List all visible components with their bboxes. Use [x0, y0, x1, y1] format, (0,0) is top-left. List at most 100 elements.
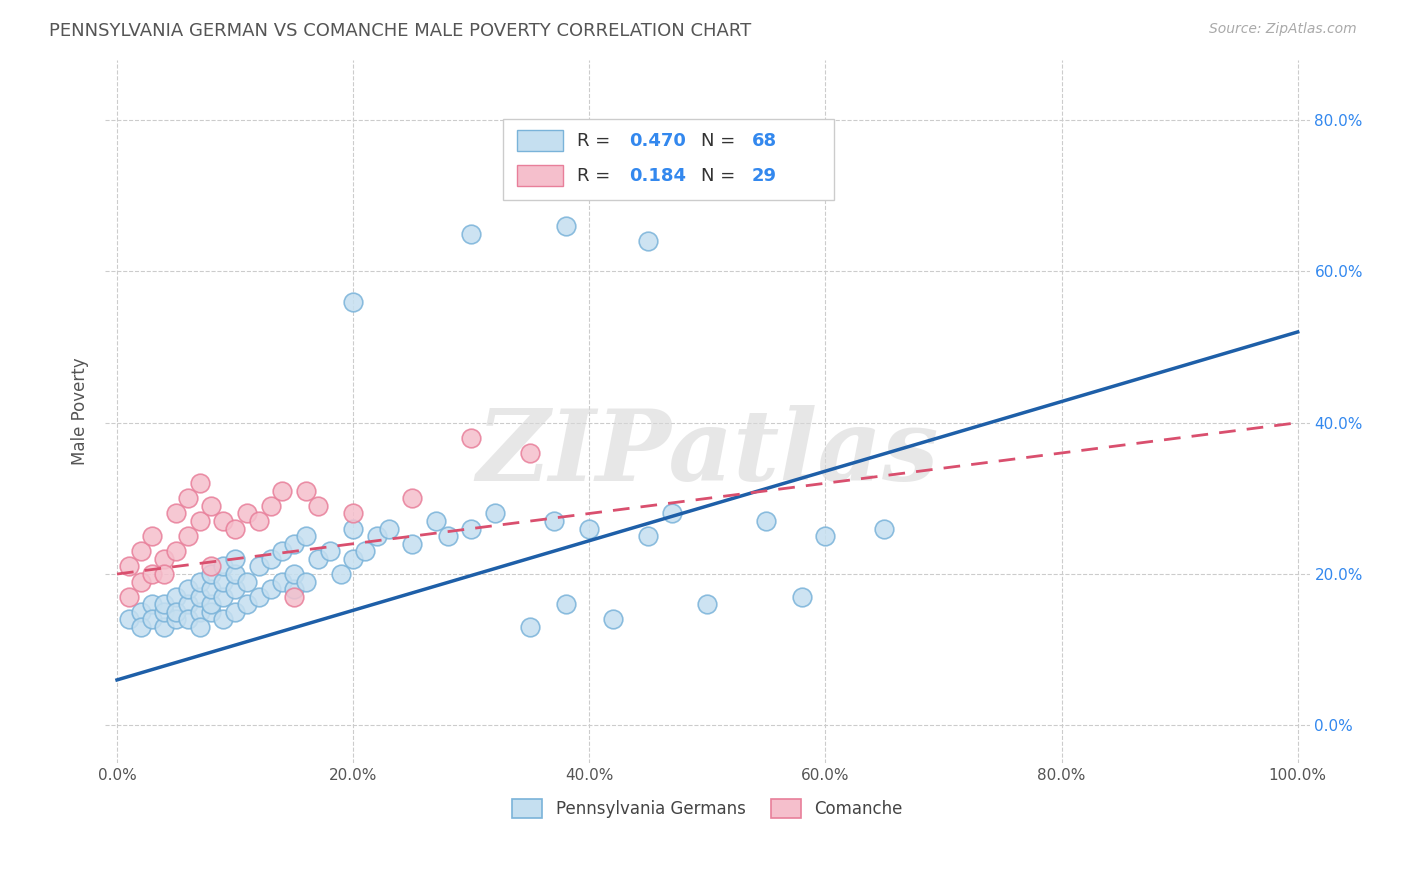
Point — [271, 544, 294, 558]
Point — [188, 514, 211, 528]
Point — [236, 597, 259, 611]
Point — [177, 491, 200, 506]
Point — [188, 476, 211, 491]
Point — [814, 529, 837, 543]
Text: 29: 29 — [752, 167, 778, 185]
Point — [153, 567, 176, 582]
Point — [224, 552, 246, 566]
Point — [283, 582, 305, 596]
Point — [212, 514, 235, 528]
Point — [342, 507, 364, 521]
Point — [200, 582, 222, 596]
Point — [307, 552, 329, 566]
Point — [259, 552, 281, 566]
Point — [790, 590, 813, 604]
Point — [129, 544, 152, 558]
Text: 0.184: 0.184 — [628, 167, 686, 185]
Point — [342, 552, 364, 566]
Text: R =: R = — [578, 131, 616, 150]
Point — [165, 544, 187, 558]
Point — [578, 522, 600, 536]
Point — [236, 574, 259, 589]
Point — [460, 522, 482, 536]
Point — [283, 537, 305, 551]
Point — [188, 605, 211, 619]
Point — [460, 431, 482, 445]
Point — [554, 219, 576, 233]
Point — [283, 567, 305, 582]
Point — [177, 612, 200, 626]
Point — [188, 590, 211, 604]
Point — [259, 499, 281, 513]
Point — [247, 514, 270, 528]
Point — [259, 582, 281, 596]
Point — [436, 529, 458, 543]
Point — [873, 522, 896, 536]
Point — [283, 590, 305, 604]
Point — [224, 567, 246, 582]
Text: 0.470: 0.470 — [628, 131, 686, 150]
Point — [342, 294, 364, 309]
Point — [200, 605, 222, 619]
Point — [543, 514, 565, 528]
Text: N =: N = — [702, 167, 741, 185]
Point — [401, 491, 423, 506]
Point — [519, 446, 541, 460]
Point — [602, 612, 624, 626]
Point — [330, 567, 353, 582]
Point — [342, 522, 364, 536]
Point — [425, 514, 447, 528]
Point — [366, 529, 388, 543]
Point — [295, 574, 318, 589]
Point — [200, 559, 222, 574]
FancyBboxPatch shape — [502, 120, 834, 201]
Point — [153, 597, 176, 611]
Point — [118, 590, 141, 604]
Point — [661, 507, 683, 521]
Point — [177, 529, 200, 543]
Point — [177, 582, 200, 596]
Point — [637, 529, 659, 543]
Point — [129, 605, 152, 619]
Point — [247, 590, 270, 604]
Point — [165, 612, 187, 626]
Point — [460, 227, 482, 241]
Point — [271, 574, 294, 589]
Point — [153, 605, 176, 619]
Point — [141, 529, 163, 543]
Point — [271, 483, 294, 498]
Point — [696, 597, 718, 611]
Point — [188, 574, 211, 589]
Point — [200, 597, 222, 611]
Point — [165, 590, 187, 604]
Text: R =: R = — [578, 167, 621, 185]
Point — [401, 537, 423, 551]
Point — [519, 620, 541, 634]
Bar — [517, 165, 562, 186]
Point — [141, 597, 163, 611]
Text: ZIPatlas: ZIPatlas — [477, 405, 939, 502]
Point — [153, 620, 176, 634]
Point — [165, 507, 187, 521]
Point — [224, 582, 246, 596]
Point — [141, 567, 163, 582]
Point — [200, 499, 222, 513]
Point — [377, 522, 399, 536]
Point — [755, 514, 778, 528]
Point — [318, 544, 340, 558]
Point — [118, 612, 141, 626]
Text: 68: 68 — [752, 131, 778, 150]
Point — [247, 559, 270, 574]
Point — [224, 605, 246, 619]
Point — [129, 574, 152, 589]
Y-axis label: Male Poverty: Male Poverty — [72, 358, 89, 465]
Point — [212, 590, 235, 604]
Point — [212, 574, 235, 589]
Point — [165, 605, 187, 619]
Point — [354, 544, 377, 558]
Legend: Pennsylvania Germans, Comanche: Pennsylvania Germans, Comanche — [506, 793, 910, 825]
Point — [129, 620, 152, 634]
Point — [295, 529, 318, 543]
Point — [236, 507, 259, 521]
Point — [554, 597, 576, 611]
